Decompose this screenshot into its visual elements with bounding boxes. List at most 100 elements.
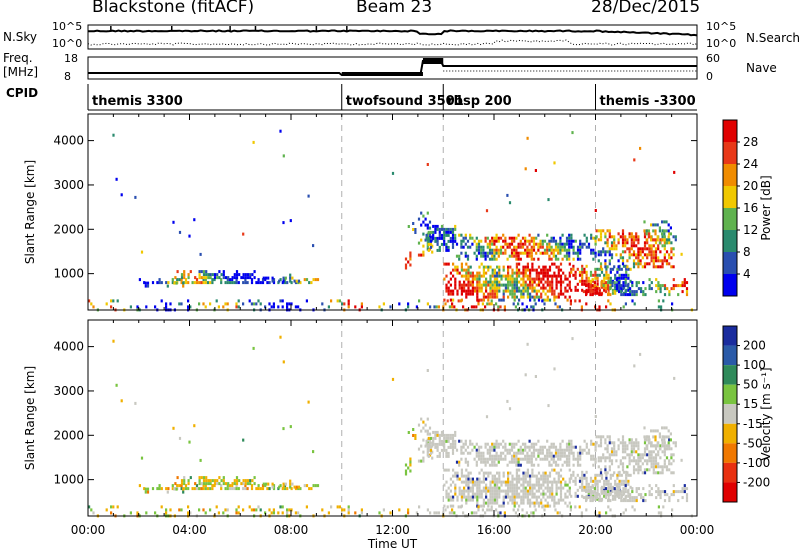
data-cell — [495, 251, 498, 255]
data-cell — [425, 236, 428, 240]
data-cell — [343, 302, 346, 306]
data-cell — [599, 468, 603, 472]
data-cell — [465, 277, 468, 281]
data-cell — [460, 474, 463, 478]
data-cell — [624, 235, 627, 239]
data-cell — [659, 287, 662, 291]
data-cell — [432, 439, 435, 443]
data-cell — [640, 496, 643, 500]
data-cell — [537, 271, 541, 275]
data-cell — [668, 262, 671, 266]
data-cell — [471, 277, 474, 281]
data-cell — [564, 492, 567, 496]
data-cell — [670, 250, 673, 254]
data-cell — [425, 233, 428, 237]
data-cell — [568, 463, 571, 467]
data-cell — [604, 265, 607, 269]
data-cell — [174, 276, 177, 280]
data-cell — [429, 230, 433, 234]
data-cell — [271, 482, 274, 486]
data-cell — [605, 273, 608, 277]
data-cell — [456, 498, 459, 502]
data-cell — [630, 241, 633, 245]
data-cell — [504, 448, 507, 452]
data-cell — [458, 489, 461, 493]
data-cell — [672, 287, 675, 291]
data-cell — [471, 492, 474, 496]
data-cell — [437, 305, 440, 309]
data-cell — [448, 305, 451, 309]
velocity-colorbar-swatch — [723, 423, 737, 444]
data-cell — [579, 454, 582, 458]
cpid-segment-label: twofsound 3501 — [346, 94, 464, 109]
data-cell — [465, 468, 468, 472]
data-cell — [134, 195, 137, 199]
data-cell — [420, 238, 423, 242]
data-cell — [555, 483, 558, 487]
data-cell — [308, 281, 311, 285]
data-cell — [509, 486, 512, 490]
data-cell — [140, 456, 144, 460]
data-cell — [347, 508, 350, 512]
data-cell — [590, 442, 593, 446]
data-cell — [548, 257, 551, 261]
data-cell — [510, 454, 514, 458]
data-cell — [610, 462, 614, 466]
colorbar-tick-label: 24 — [743, 157, 758, 171]
data-cell — [449, 498, 452, 502]
data-cell — [187, 511, 190, 515]
data-cell — [180, 273, 184, 277]
data-cell — [246, 276, 250, 280]
data-cell — [520, 483, 523, 487]
data-cell — [460, 489, 463, 493]
data-cell — [233, 482, 236, 486]
data-cell — [585, 451, 588, 455]
data-cell — [546, 486, 549, 490]
data-cell — [290, 487, 293, 491]
data-cell — [284, 482, 287, 486]
data-cell — [515, 495, 518, 499]
data-cell — [526, 262, 529, 266]
data-cell — [685, 493, 689, 497]
data-cell — [592, 236, 595, 240]
data-cell — [488, 451, 492, 455]
data-cell — [587, 496, 590, 500]
data-cell — [436, 454, 439, 458]
data-cell — [657, 511, 660, 515]
data-cell — [606, 229, 609, 233]
data-cell — [531, 483, 534, 487]
data-cell — [665, 250, 669, 254]
data-cell — [598, 287, 601, 291]
data-cell — [521, 451, 525, 455]
data-cell — [513, 254, 516, 258]
data-cell — [476, 495, 479, 499]
data-cell — [554, 254, 558, 258]
data-cell — [389, 305, 392, 309]
data-cell — [493, 242, 496, 246]
data-cell — [477, 299, 480, 303]
data-cell — [548, 268, 552, 272]
data-cell — [477, 302, 480, 306]
data-cell — [267, 482, 270, 486]
data-cell — [622, 493, 625, 497]
data-cell — [451, 236, 455, 240]
data-cell — [465, 495, 468, 499]
data-cell — [542, 271, 545, 275]
data-cell — [555, 492, 558, 496]
data-cell — [480, 480, 483, 484]
data-cell — [485, 295, 488, 299]
data-cell — [436, 248, 439, 252]
data-cell — [631, 284, 634, 288]
data-cell — [500, 483, 503, 487]
data-cell — [507, 280, 510, 284]
data-cell — [557, 448, 560, 452]
data-cell — [173, 487, 176, 491]
power-colorbar-swatch — [723, 274, 737, 296]
data-cell — [544, 480, 547, 484]
data-cell — [670, 456, 673, 460]
data-cell — [522, 274, 525, 278]
data-cell — [520, 283, 523, 287]
data-cell — [628, 256, 631, 260]
data-cell — [189, 305, 192, 309]
data-cell — [440, 433, 444, 437]
